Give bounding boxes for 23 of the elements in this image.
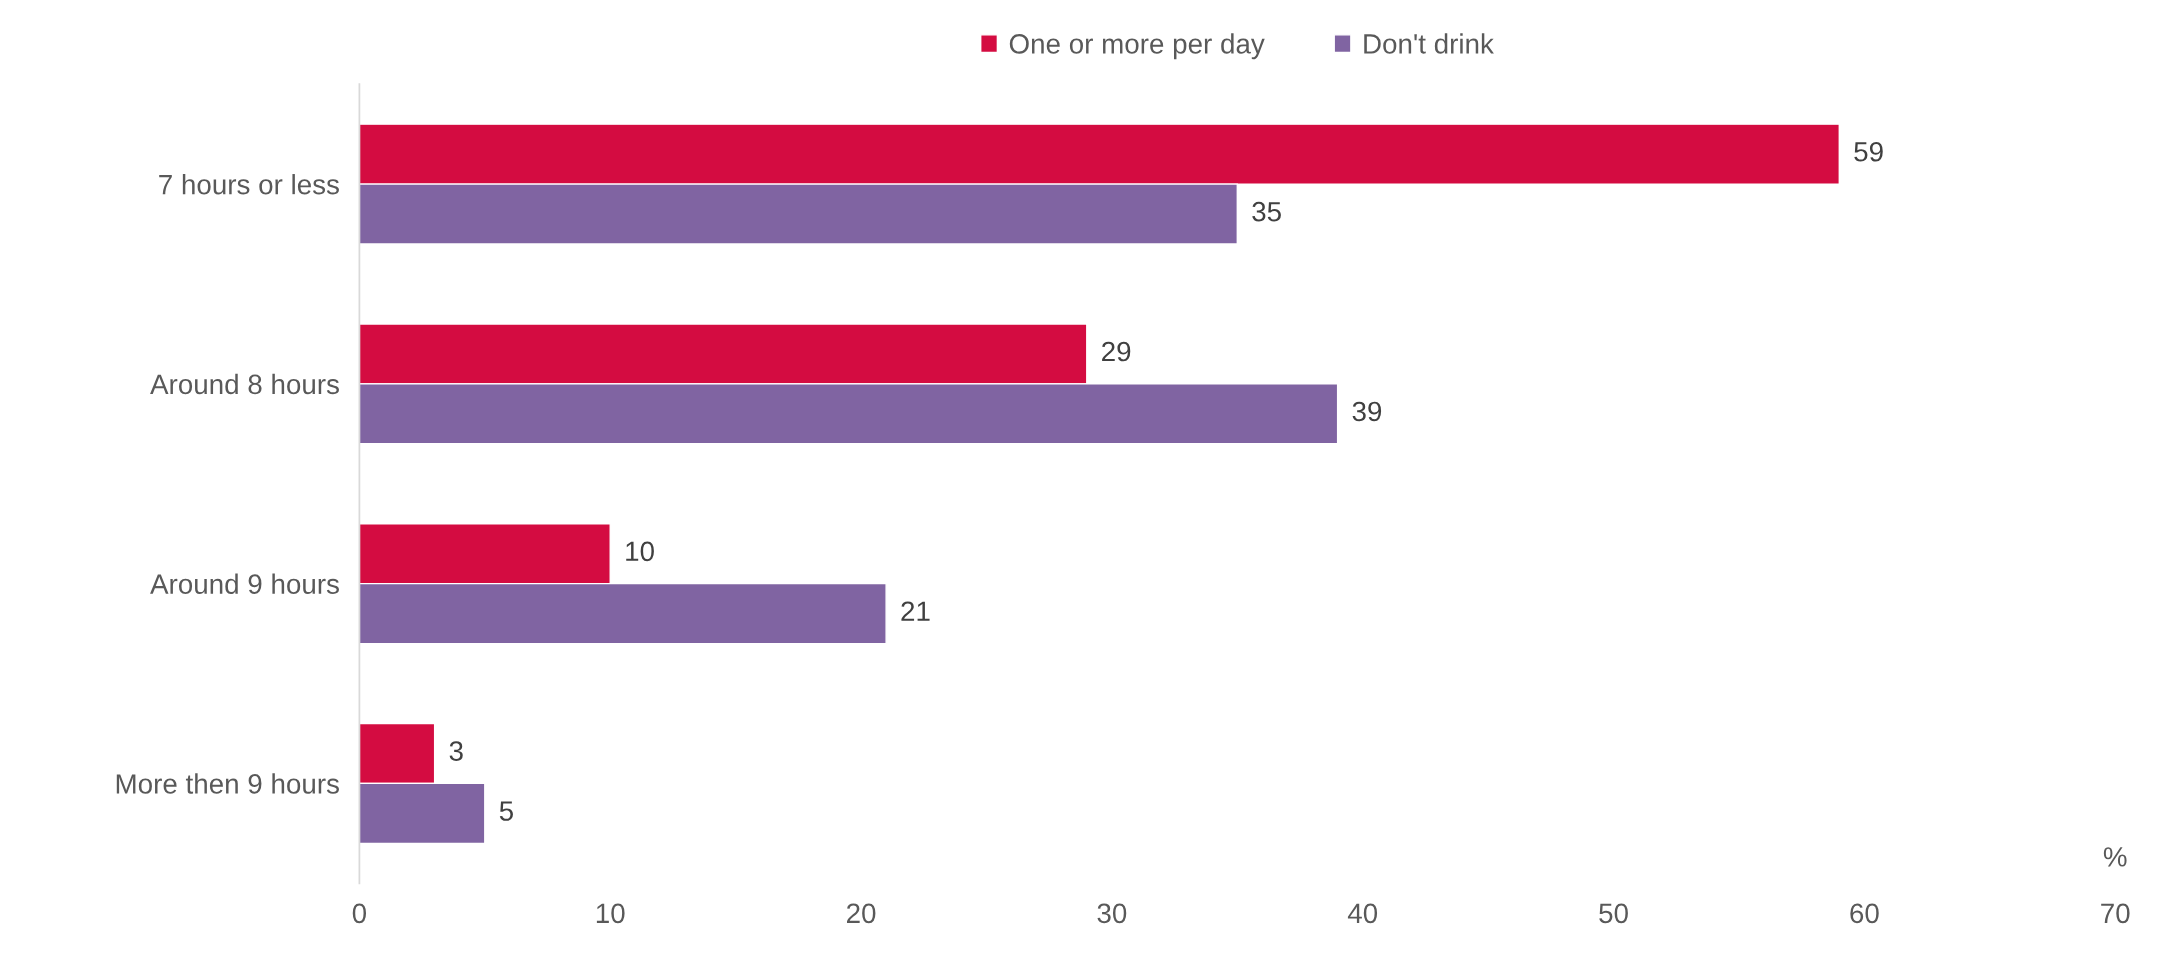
data-label: 5	[499, 801, 513, 821]
x-tick-label: 20	[847, 903, 876, 924]
data-label: 29	[1102, 341, 1131, 362]
y-tick-label: Around 8 hours	[150, 373, 339, 395]
x-tick-label: 40	[1347, 903, 1378, 924]
data-label: 59	[1854, 141, 1883, 162]
x-tick-label: 30	[1097, 903, 1127, 924]
y-tick-label: Around 9 hours	[150, 573, 339, 594]
y-tick-label: More then 9 hours	[116, 773, 339, 794]
x-tick-label: 50	[1599, 903, 1628, 924]
x-tick-label: 0	[352, 903, 367, 924]
data-label: 21	[901, 601, 930, 621]
legend-label: Don't drink	[1364, 33, 1494, 54]
data-label: 35	[1252, 201, 1281, 222]
x-tick-label: 60	[1850, 903, 1879, 924]
data-label: 3	[449, 741, 463, 761]
x-axis-title: %	[2103, 847, 2127, 867]
legend-label: One or more per day	[1009, 33, 1265, 60]
data-label: 39	[1352, 401, 1382, 422]
y-tick-label: 7 hours or less	[159, 174, 339, 195]
data-label: 10	[626, 541, 654, 562]
x-tick-label: 10	[596, 903, 625, 924]
x-tick-label: 70	[2101, 903, 2130, 924]
